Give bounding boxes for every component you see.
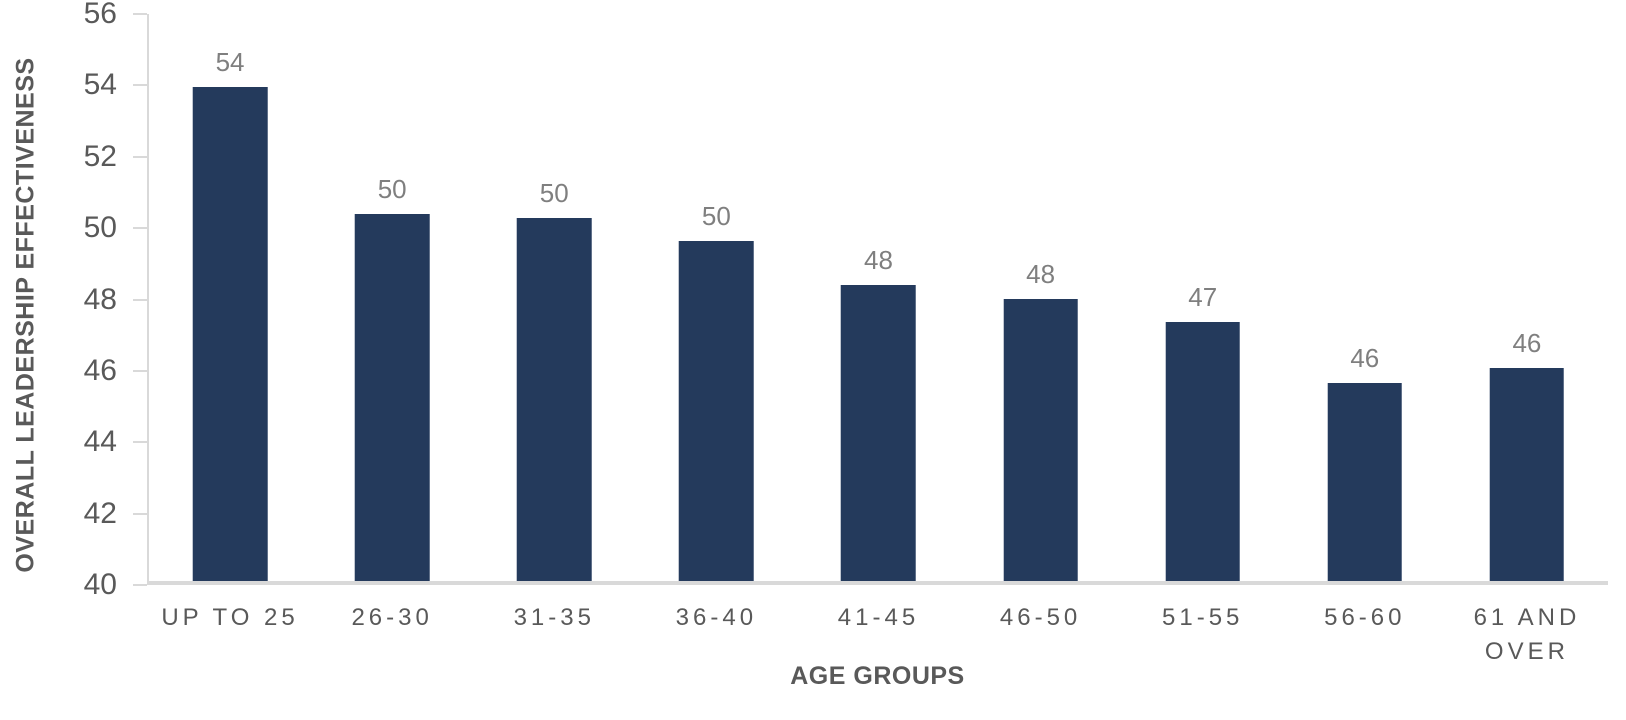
y-tick-label: 42 — [83, 496, 117, 530]
bar-column: 50 26-30 — [311, 14, 473, 631]
bar-column: 54 UP TO 25 — [149, 14, 311, 631]
y-tick-mark — [133, 584, 147, 586]
x-tick-label: 51-55 — [1162, 604, 1244, 631]
bar-column: 46 56-60 — [1284, 14, 1446, 631]
bar-value-label: 46 — [1350, 342, 1380, 373]
x-tick-label: 31-35 — [513, 604, 595, 631]
y-tick-label: 52 — [83, 139, 117, 173]
bar-value-label: 46 — [1512, 328, 1542, 359]
y-tick-mark — [133, 84, 147, 87]
plot-area: 54 UP TO 25 50 26-30 50 31-35 50 36-40 4… — [147, 14, 1608, 665]
bar-column: 48 41-45 — [797, 14, 959, 631]
x-tick-label: 26-30 — [351, 604, 433, 631]
bar-value-label: 50 — [701, 200, 731, 231]
bar — [841, 285, 916, 581]
y-tick-mark — [133, 227, 147, 230]
bar-value-label: 47 — [1188, 282, 1218, 313]
y-axis-gutter: 40 42 44 46 48 50 52 54 56 — [0, 0, 147, 600]
x-tick-label: UP TO 25 — [161, 604, 299, 631]
y-tick-mark — [133, 155, 147, 158]
bar — [1327, 382, 1403, 581]
y-tick-label: 46 — [83, 353, 117, 387]
y-tick-mark — [133, 512, 147, 515]
bar — [679, 240, 754, 581]
y-tick-label: 50 — [83, 211, 117, 245]
y-tick-label: 44 — [83, 425, 117, 459]
bar-value-label: 54 — [215, 46, 245, 77]
bar — [1165, 322, 1240, 581]
y-tick-mark — [133, 369, 147, 372]
bar-column: 50 31-35 — [473, 14, 635, 631]
bar — [1003, 299, 1078, 581]
y-tick-mark — [133, 441, 147, 444]
x-tick-label: 56-60 — [1324, 604, 1406, 631]
y-tick-mark — [133, 298, 147, 301]
bar — [192, 86, 268, 581]
y-tick-label: 56 — [83, 0, 117, 30]
bar-value-label: 50 — [539, 177, 569, 208]
x-tick-label: 61 AND OVER — [1473, 604, 1581, 665]
bar-value-label: 48 — [864, 245, 893, 276]
bar — [516, 217, 592, 581]
bar-value-label: 48 — [1026, 259, 1056, 290]
bar-value-label: 50 — [377, 174, 407, 205]
y-tick-label: 54 — [83, 68, 117, 102]
y-tick-label: 48 — [83, 282, 117, 316]
x-tick-label: 36-40 — [675, 604, 758, 631]
bar-column: 47 51-55 — [1122, 14, 1284, 631]
y-tick-mark — [133, 13, 147, 15]
bar — [354, 214, 430, 581]
x-tick-label: 41-45 — [837, 604, 920, 631]
bar-column: 50 36-40 — [635, 14, 797, 631]
bar-column: 46 61 AND OVER — [1446, 14, 1608, 664]
x-tick-label: 46-50 — [999, 604, 1082, 631]
bar — [1489, 368, 1565, 581]
y-tick-label: 40 — [83, 568, 117, 601]
x-axis-title: AGE GROUPS — [790, 662, 965, 690]
bar-column: 48 46-50 — [960, 14, 1122, 631]
